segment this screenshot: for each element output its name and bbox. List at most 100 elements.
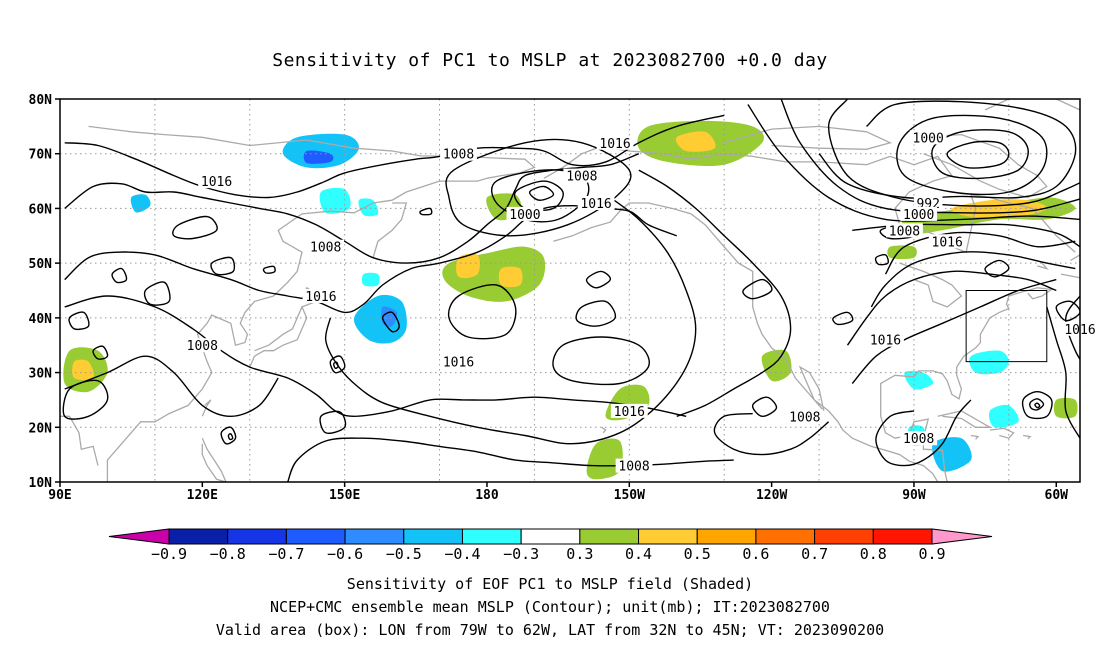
mslp-contour [491,169,590,223]
colorbar-label: −0.3 [503,545,539,563]
mslp-contour [64,204,677,314]
colorbar-swatch [403,528,463,545]
colorbar-label: 0.3 [566,545,593,563]
contour-label-bg [913,195,943,210]
colorbar-swatch [579,528,640,545]
mslp-contour [575,300,617,327]
mslp-contour [713,412,830,456]
contour-label-bg [506,206,544,221]
colorbar-swatch [168,528,229,545]
contour-label: 1000 [903,208,934,223]
contour-label: 1008 [443,148,474,163]
contour-label-bg [198,174,235,189]
coastline [88,125,536,482]
sensitivity-patch [381,306,398,327]
contour-label-bg [577,195,615,210]
contour-label-bg [928,234,966,249]
mslp-contour [445,138,632,237]
contour-label: 1008 [789,410,820,425]
mslp-contour [68,311,90,331]
colorbar-swatch [755,528,816,545]
mslp-contour [818,100,1077,199]
mslp-contour [931,129,1029,180]
colorbar-label: −0.6 [327,545,363,563]
coastline [1023,434,1032,440]
colorbar-label: 0.4 [625,545,652,563]
mslp-contour [1046,306,1080,439]
sensitivity-patch [353,294,407,344]
colorbar-max-arrow [931,528,993,545]
coastline [1060,254,1080,279]
mslp-contour [846,270,1057,346]
contour-label: 1016 [305,290,336,305]
sensitivity-patch [456,253,480,279]
sensitivity-patch [358,198,379,217]
mslp-contour [585,270,612,289]
contour-label: 1008 [889,224,920,239]
colorbar-label: −0.7 [268,545,304,563]
contour-label: 1016 [599,137,630,152]
contour-label-bg [900,206,938,221]
lat-tick-label: 80N [29,93,53,108]
colorbar-label: 0.7 [801,545,828,563]
mslp-contour [64,114,725,199]
sensitivity-patch [319,187,351,214]
contour-label-bg [909,130,947,145]
contour-label: 1000 [913,131,944,146]
mslp-contour [747,104,1080,222]
lon-tick-label: 150E [329,488,360,503]
sensitivity-patch [887,245,917,260]
mslp-contour [447,284,517,340]
mslp-contour [638,169,792,417]
coastline [1037,262,1049,270]
sensitivity-patch [969,350,1009,375]
coastline [970,434,980,440]
mslp-contour [111,267,128,284]
mslp-contour [210,256,236,276]
valid-area-box [965,290,1048,363]
mslp-contour [851,278,1057,384]
contour-label-bg [563,168,601,183]
lon-tick-label: 150W [614,488,645,503]
mslp-contour [332,361,339,370]
colorbar-label: 0.9 [918,545,945,563]
contour-label-bg [886,223,923,238]
contour-label: 1016 [870,334,901,349]
mslp-contour [984,259,1010,278]
colorbar-swatch [520,528,581,545]
mslp-contour [324,196,697,445]
lon-tick-label: 120W [756,488,787,503]
sensitivity-patch [498,266,523,288]
mslp-contour [220,426,237,445]
lon-tick-label: 120E [187,488,218,503]
contour-label: 1016 [932,235,963,250]
contour-label: 1008 [310,241,341,256]
mslp-contour [874,253,889,266]
colorbar-min-arrow [108,528,170,545]
mslp-contour [1055,300,1080,322]
mslp-contour [946,140,1010,169]
contour-label-bg [786,409,824,424]
mslp-contour [751,396,778,418]
mslp-contour [875,399,972,467]
contour-label-bg [307,239,345,254]
lat-tick-label: 20N [29,421,53,436]
contour-label: 1008 [566,170,597,185]
mslp-contour [287,437,734,482]
contour-label-bg [610,403,648,418]
colorbar-swatch [872,528,933,545]
contour-label: 1008 [618,460,649,475]
contour-label-bg [440,146,477,161]
coastline [201,437,227,482]
lon-tick-label: 90W [902,488,926,503]
lon-tick-label: 180 [475,488,499,503]
mslp-contour [832,311,854,326]
lon-tick-label: 60W [1045,488,1069,503]
coastline [372,202,408,258]
mslp-contour [1029,398,1045,411]
mslp-contour [419,207,433,216]
contour-label-bg [867,332,904,347]
lat-tick-label: 60N [29,202,53,217]
sensitivity-patch [282,133,359,169]
